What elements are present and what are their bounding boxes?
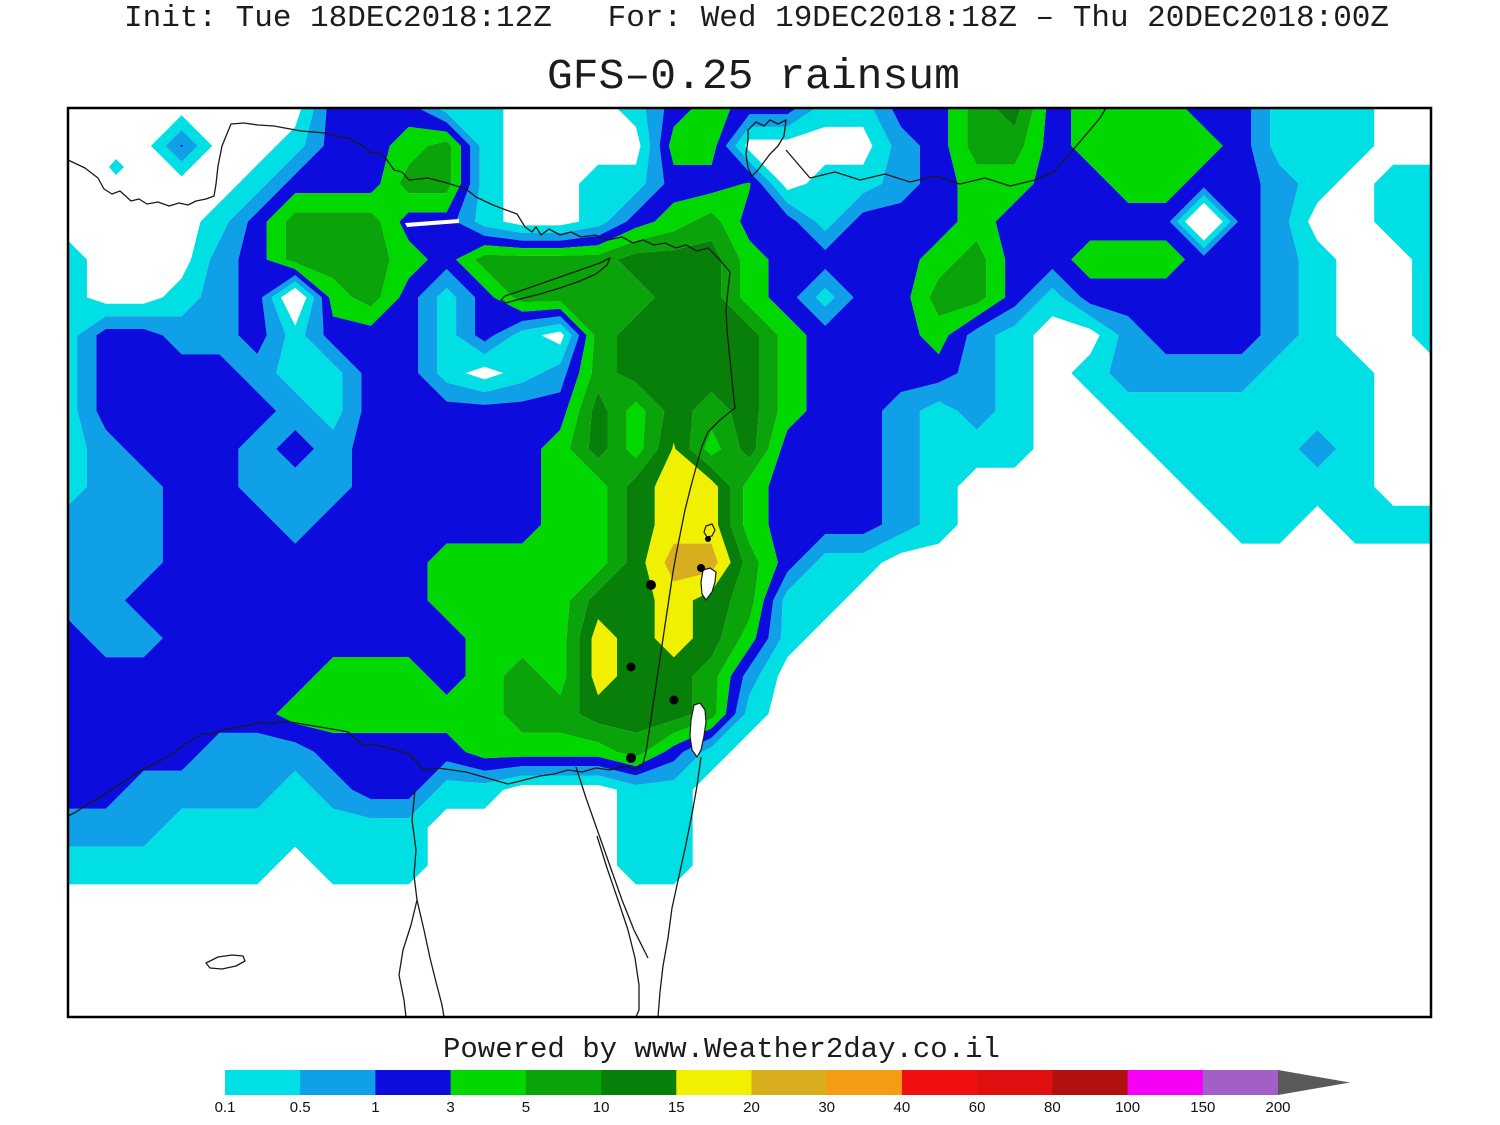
svg-text:80: 80 [1044, 1099, 1061, 1116]
svg-text:0.5: 0.5 [290, 1099, 311, 1116]
svg-text:200: 200 [1265, 1099, 1290, 1116]
svg-text:3: 3 [446, 1099, 454, 1116]
svg-text:40: 40 [894, 1099, 911, 1116]
svg-text:5: 5 [522, 1099, 530, 1116]
svg-text:100: 100 [1115, 1099, 1140, 1116]
svg-text:0.1: 0.1 [215, 1099, 236, 1116]
svg-text:150: 150 [1190, 1099, 1215, 1116]
svg-text:10: 10 [593, 1099, 610, 1116]
svg-text:1: 1 [371, 1099, 379, 1116]
svg-text:Powered by www.Weather2day.co.: Powered by www.Weather2day.co.il [443, 1033, 1000, 1066]
svg-text:30: 30 [818, 1099, 835, 1116]
svg-text:20: 20 [743, 1099, 760, 1116]
svg-text:60: 60 [969, 1099, 986, 1116]
svg-text:15: 15 [668, 1099, 685, 1116]
